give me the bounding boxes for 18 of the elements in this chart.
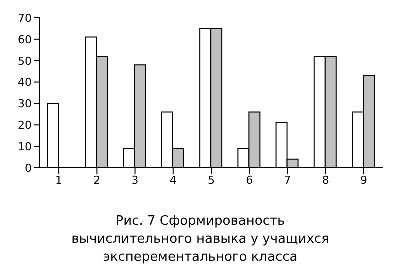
x-tick-label: 4: [170, 174, 177, 187]
x-tick-label: 3: [132, 174, 139, 187]
text: Рис. 7 Сформированость вычислительного навыка у учащихся эксперементального класса: [70, 213, 330, 267]
x-tick-label: 2: [94, 174, 101, 187]
x-tick-label: 1: [56, 174, 63, 187]
y-tick-label: 0: [25, 162, 32, 175]
x-tick-label: 6: [246, 174, 254, 187]
y-tick-label: 20: [18, 119, 32, 132]
x-tick-label: 5: [208, 174, 215, 187]
y-tick-label: 70: [18, 12, 32, 25]
y-tick-label: 30: [18, 98, 32, 111]
y-tick-label: 10: [18, 140, 32, 154]
y-tick-label: 40: [18, 76, 32, 90]
y-tick-label: 50: [18, 54, 32, 68]
y-tick-label: 60: [18, 33, 32, 46]
x-tick-label: 8: [322, 174, 330, 187]
x-tick-label: 9: [360, 174, 368, 187]
x-tick-label: 7: [284, 174, 292, 187]
